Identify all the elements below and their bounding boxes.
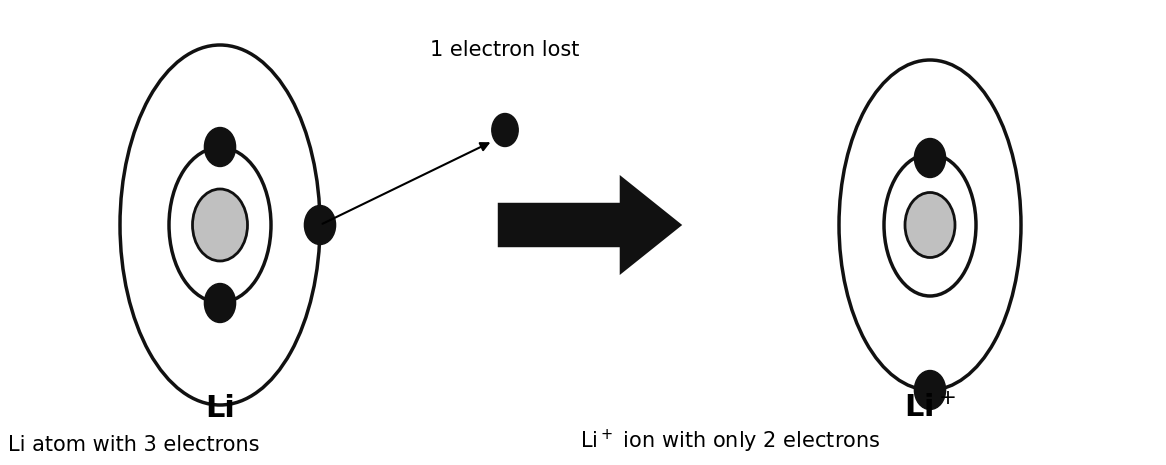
Ellipse shape (905, 193, 955, 258)
Ellipse shape (304, 206, 336, 245)
Ellipse shape (840, 60, 1021, 390)
Ellipse shape (204, 284, 236, 323)
Ellipse shape (120, 45, 319, 405)
Text: 1 electron lost: 1 electron lost (430, 40, 580, 60)
Ellipse shape (204, 127, 236, 166)
Ellipse shape (914, 371, 946, 410)
Text: Li atom with 3 electrons: Li atom with 3 electrons (8, 435, 260, 455)
Text: Li$^+$ ion with only 2 electrons: Li$^+$ ion with only 2 electrons (580, 428, 880, 455)
Ellipse shape (884, 154, 976, 296)
Text: Li: Li (205, 394, 234, 423)
Text: Li$^+$: Li$^+$ (904, 394, 956, 423)
Ellipse shape (192, 189, 247, 261)
Ellipse shape (914, 139, 946, 178)
Ellipse shape (169, 147, 271, 303)
Ellipse shape (492, 113, 518, 146)
